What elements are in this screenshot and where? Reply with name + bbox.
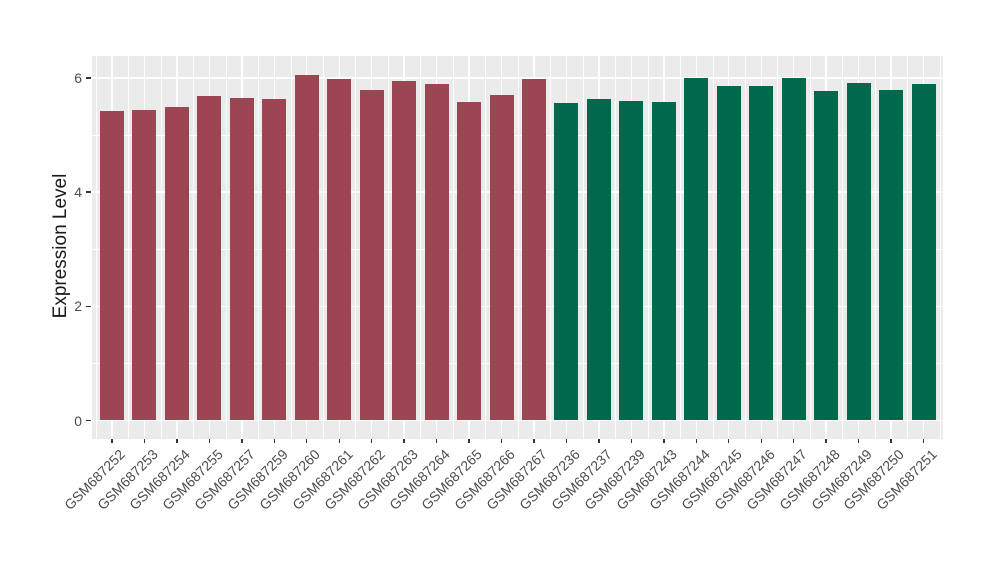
bar-GSM687249	[846, 83, 871, 421]
gridline-minor-y1	[92, 363, 943, 365]
gridline-minor-x9	[387, 56, 389, 439]
bar-GSM687260	[294, 75, 319, 421]
bar-GSM687251	[911, 83, 936, 421]
gridline-minor-x25	[907, 56, 909, 439]
bar-GSM687265	[457, 102, 482, 421]
bar-GSM687259	[262, 99, 287, 421]
y-tick-label-6: 6	[74, 69, 82, 86]
x-tick-mark-GSM687260	[306, 439, 308, 443]
gridline-minor-x6	[290, 56, 292, 439]
bar-GSM687247	[781, 78, 806, 421]
gridline-minor-x7	[322, 56, 324, 439]
gridline-minor-x23	[842, 56, 844, 439]
x-tick-mark-GSM687245	[728, 439, 730, 443]
y-tick-mark-0	[86, 419, 91, 422]
gridline-minor-x14	[550, 56, 552, 439]
x-tick-mark-GSM687249	[857, 439, 860, 443]
gridline-minor-x5	[258, 56, 259, 439]
x-tick-mark-GSM687248	[825, 439, 827, 443]
gridline-major-y0	[92, 419, 943, 422]
bar-GSM687253	[132, 109, 157, 421]
y-tick-label-4: 4	[74, 184, 82, 201]
x-tick-mark-GSM687261	[338, 439, 340, 443]
gridline-minor-x13	[517, 56, 519, 439]
x-tick-mark-GSM687253	[143, 439, 146, 443]
y-tick-mark-4	[86, 191, 91, 193]
x-tick-mark-GSM687252	[111, 439, 113, 443]
gridline-minor-x17	[647, 56, 649, 439]
gridline-minor-x20	[744, 56, 746, 439]
gridline-minor-x12	[485, 56, 487, 439]
bar-GSM687246	[749, 86, 774, 421]
x-tick-mark-GSM687239	[630, 439, 633, 443]
bar-GSM687245	[716, 86, 741, 421]
bar-GSM687237	[586, 99, 611, 421]
x-tick-mark-GSM687265	[468, 439, 470, 443]
x-tick-mark-GSM687243	[663, 439, 665, 443]
bar-GSM687266	[489, 95, 514, 421]
bar-GSM687239	[619, 100, 644, 421]
gridline-minor-x11	[452, 56, 454, 439]
x-tick-mark-GSM687237	[598, 439, 600, 443]
x-tick-mark-GSM687266	[500, 439, 503, 443]
bar-GSM687252	[100, 111, 124, 421]
gridline-minor-x19	[712, 56, 714, 439]
bar-GSM687236	[554, 103, 579, 421]
y-tick-mark-6	[86, 77, 91, 79]
bar-GSM687248	[814, 91, 839, 421]
gridline-minor-x26	[939, 56, 941, 439]
gridline-minor-x18	[680, 56, 681, 439]
bar-GSM687250	[879, 89, 904, 421]
gridline-minor-x8	[355, 56, 357, 439]
y-tick-label-0: 0	[74, 412, 82, 429]
x-tick-mark-GSM687254	[176, 439, 178, 443]
gridline-minor-x1	[128, 56, 130, 439]
x-tick-mark-GSM687259	[273, 439, 275, 443]
gridline-minor-x3	[193, 56, 195, 439]
bar-GSM687263	[392, 81, 417, 421]
bar-GSM687264	[424, 83, 449, 421]
gridline-major-y2	[92, 305, 943, 307]
y-tick-mark-2	[86, 305, 91, 307]
x-tick-mark-GSM687251	[922, 439, 925, 443]
gridline-minor-x10	[420, 56, 422, 439]
gridline-minor-x21	[777, 56, 779, 439]
bar-GSM687261	[327, 79, 352, 421]
bar-GSM687244	[684, 77, 709, 421]
x-tick-mark-GSM687267	[533, 439, 535, 443]
gridline-minor-x16	[615, 56, 617, 439]
x-tick-mark-GSM687257	[241, 439, 243, 443]
x-tick-mark-GSM687247	[792, 439, 795, 443]
x-tick-mark-GSM687244	[695, 439, 697, 443]
bar-GSM687262	[359, 89, 384, 421]
bar-GSM687254	[164, 107, 189, 421]
plot-panel	[92, 56, 943, 439]
gridline-minor-y5	[92, 135, 943, 136]
gridline-minor-x24	[874, 56, 876, 439]
bar-GSM687267	[521, 79, 546, 421]
y-tick-label-2: 2	[74, 298, 82, 315]
x-tick-mark-GSM687250	[890, 439, 892, 443]
gridline-major-y4	[92, 191, 943, 193]
x-tick-mark-GSM687236	[565, 439, 568, 443]
bar-GSM687255	[197, 95, 222, 421]
gridline-minor-x0	[95, 56, 97, 439]
x-tick-mark-GSM687255	[208, 439, 211, 443]
x-tick-mark-GSM687262	[370, 439, 373, 443]
gridline-minor-y3	[92, 249, 943, 251]
x-tick-mark-GSM687264	[435, 439, 438, 443]
gridline-minor-x15	[582, 56, 584, 439]
gridline-minor-x4	[225, 56, 227, 439]
bar-GSM687257	[229, 97, 254, 421]
gridline-major-y6	[92, 77, 943, 79]
gridline-minor-x2	[160, 56, 162, 439]
x-tick-mark-GSM687246	[760, 439, 762, 443]
bar-GSM687243	[651, 102, 676, 421]
x-tick-mark-GSM687263	[403, 439, 405, 443]
gridline-minor-x22	[809, 56, 811, 439]
